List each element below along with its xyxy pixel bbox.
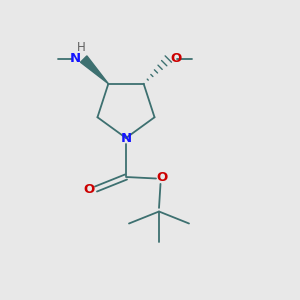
Text: N: N bbox=[70, 52, 81, 65]
Text: H: H bbox=[77, 41, 86, 54]
Text: N: N bbox=[120, 131, 132, 145]
Text: O: O bbox=[170, 52, 182, 64]
Polygon shape bbox=[80, 56, 108, 84]
Text: O: O bbox=[84, 183, 95, 196]
Text: O: O bbox=[156, 171, 168, 184]
